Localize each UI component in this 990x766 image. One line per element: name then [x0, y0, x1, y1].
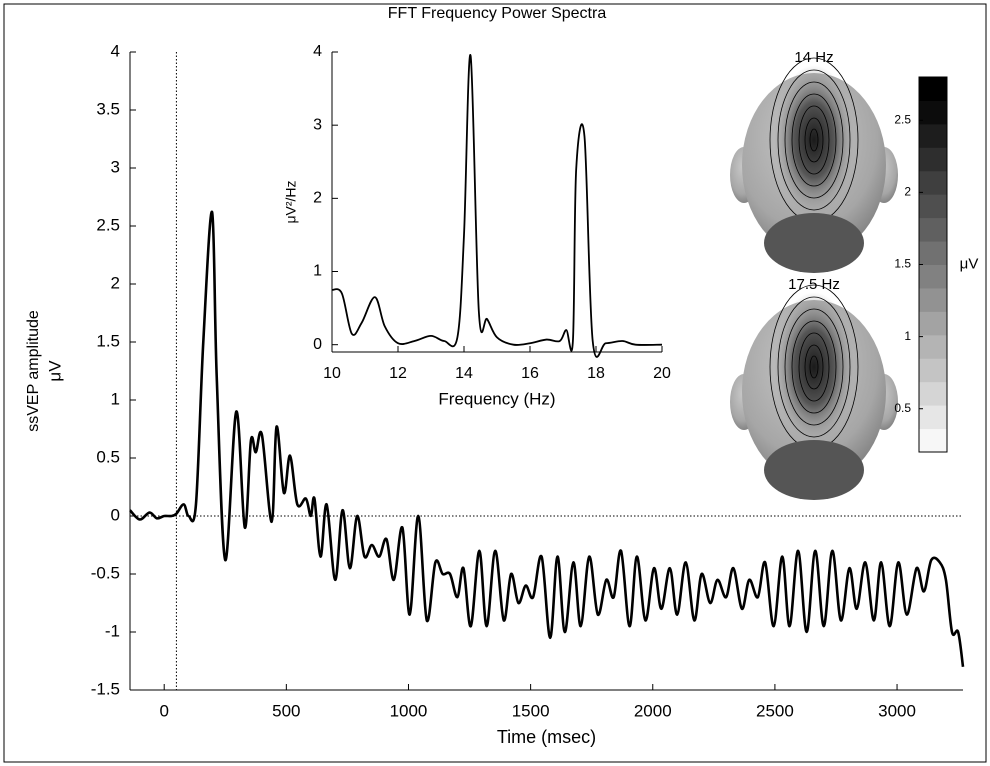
colorbar-band — [919, 147, 947, 172]
y-tick-label: 2 — [313, 190, 322, 207]
x-tick-label: 2000 — [634, 701, 672, 720]
frame — [3, 3, 987, 763]
y-tick-label: 0 — [111, 505, 120, 524]
y-axis-label: ssVEP amplitude — [25, 310, 42, 432]
x-axis-label: Time (msec) — [497, 727, 596, 747]
y-tick-label: 4 — [111, 41, 120, 60]
colorbar-band — [919, 100, 947, 125]
colorbar-band — [919, 123, 947, 148]
x-axis-label: Frequency (Hz) — [438, 389, 555, 408]
y-tick-label: 3.5 — [96, 99, 120, 118]
topomap-title: 14 Hz — [794, 49, 833, 66]
colorbar-band — [919, 241, 947, 265]
x-tick-label: 3000 — [878, 701, 916, 720]
data-line — [331, 54, 663, 358]
colorbar-band — [919, 428, 947, 453]
topomap-14hz — [729, 57, 899, 274]
colorbar-band — [919, 287, 947, 312]
y-tick-label: 4 — [313, 43, 322, 60]
y-tick-label: 1 — [904, 329, 911, 343]
y-tick-label: -1 — [105, 621, 120, 640]
x-tick-label: 500 — [272, 701, 300, 720]
y-tick-label: 0 — [313, 336, 322, 353]
x-tick-label: 0 — [159, 701, 168, 720]
y-tick-label: 1.5 — [894, 257, 911, 271]
y-tick-label: 3 — [111, 157, 120, 176]
colorbar-label: μV — [960, 255, 979, 272]
y-tick-label: 2 — [111, 273, 120, 292]
data-line — [129, 210, 965, 667]
x-tick-label: 1000 — [390, 701, 428, 720]
chart-title: FFT Frequency Power Spectra — [388, 5, 607, 22]
inset-background — [272, 7, 682, 407]
y-tick-label: 1 — [111, 389, 120, 408]
x-tick-label: 20 — [653, 365, 671, 382]
colorbar-band — [919, 77, 947, 101]
y-tick-label: 2.5 — [96, 215, 120, 234]
y-tick-label: 2 — [904, 185, 911, 199]
y-tick-label: 2.5 — [894, 112, 911, 126]
colorbar-band — [919, 194, 947, 219]
x-tick-label: 10 — [323, 365, 341, 382]
y-tick-label: 0.5 — [894, 401, 911, 415]
x-tick-label: 1500 — [512, 701, 550, 720]
colorbar-band — [919, 170, 947, 195]
x-tick-label: 14 — [455, 365, 473, 382]
colorbar-band — [919, 334, 947, 359]
colorbar-band — [919, 264, 947, 289]
y-axis-label: μV²/Hz — [283, 180, 299, 223]
colorbar-band — [919, 381, 947, 406]
colorbar-band — [919, 405, 947, 430]
x-tick-label: 12 — [389, 365, 407, 382]
colorbar-band — [919, 358, 947, 383]
topomap-title: 17.5 Hz — [788, 276, 840, 293]
x-tick-label: 16 — [521, 365, 539, 382]
topomap-17hz — [729, 284, 899, 501]
x-tick-label: 18 — [587, 365, 605, 382]
y-tick-label: 1 — [313, 263, 322, 280]
y-tick-label: -1.5 — [91, 679, 120, 698]
y-tick-label: 3 — [313, 116, 322, 133]
y-tick-label: -0.5 — [91, 563, 120, 582]
y-tick-label: 1.5 — [96, 331, 120, 350]
y-tick-label: 0.5 — [96, 447, 120, 466]
x-tick-label: 2500 — [756, 701, 794, 720]
colorbar-band — [919, 217, 947, 242]
colorbar-band — [919, 311, 947, 336]
y-axis-unit: μV — [45, 360, 64, 382]
